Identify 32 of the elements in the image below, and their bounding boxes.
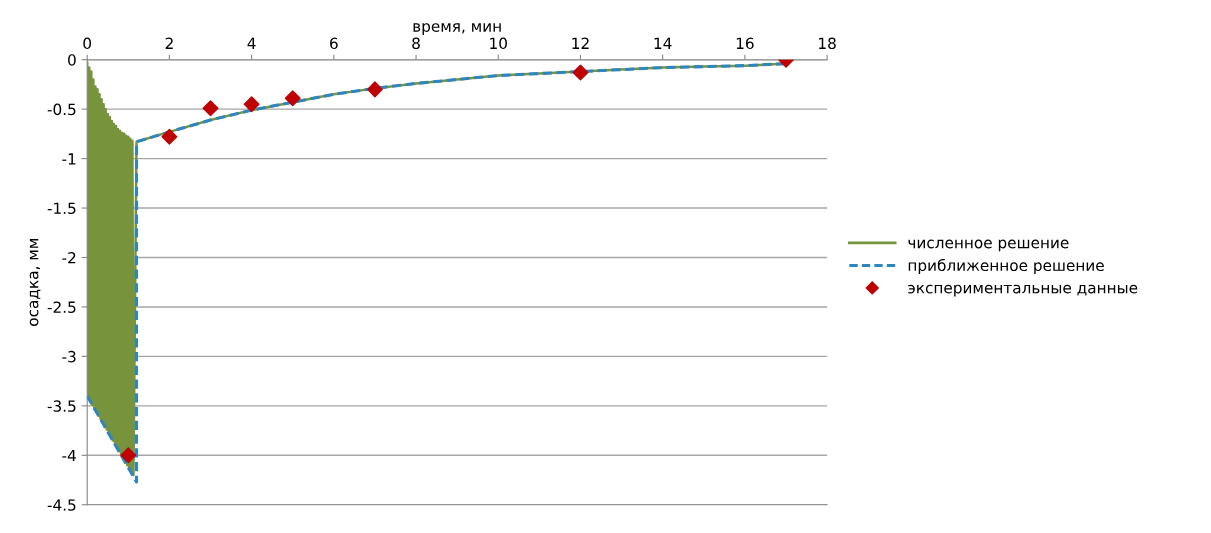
point xyxy=(161,128,178,145)
x-tick-label: 14 xyxy=(654,37,672,49)
y-tick-label: -1.5 xyxy=(47,202,76,215)
legend-label: численное решение xyxy=(908,239,1069,252)
y-tick-label: -0.5 xyxy=(47,103,76,116)
y-axis-title: осадка, мм xyxy=(29,239,41,326)
x-tick-label: 0 xyxy=(83,37,92,50)
y-tick-label: -2.5 xyxy=(47,301,76,313)
point xyxy=(284,90,301,107)
point xyxy=(243,96,260,113)
point xyxy=(572,64,589,81)
x-tick-label: 18 xyxy=(819,37,836,50)
x-tick-label: 10 xyxy=(490,37,507,50)
point xyxy=(120,447,137,464)
y-tick-label: -4 xyxy=(62,449,76,462)
x-tick-label: 4 xyxy=(247,37,256,49)
x-tick-label: 6 xyxy=(330,37,338,50)
legend-label: приближенное решение xyxy=(908,258,1104,275)
y-tick-label: 0 xyxy=(68,54,76,66)
x-tick-label: 2 xyxy=(165,37,173,49)
x-tick-label: 8 xyxy=(412,37,420,50)
y-tick-label: -3.5 xyxy=(47,400,76,412)
y-tick-label: -4.5 xyxy=(47,499,76,511)
x-tick-label: 12 xyxy=(572,37,589,49)
y-tick-label: -1 xyxy=(62,153,76,165)
x-tick-label: 16 xyxy=(736,37,754,50)
point xyxy=(202,100,219,117)
point xyxy=(366,81,383,98)
legend-label: экспериментальные данные xyxy=(908,284,1138,297)
y-tick-label: -3 xyxy=(62,350,76,363)
y-tick-label: -2 xyxy=(62,251,76,264)
x-axis-title: время, мин xyxy=(413,23,501,35)
